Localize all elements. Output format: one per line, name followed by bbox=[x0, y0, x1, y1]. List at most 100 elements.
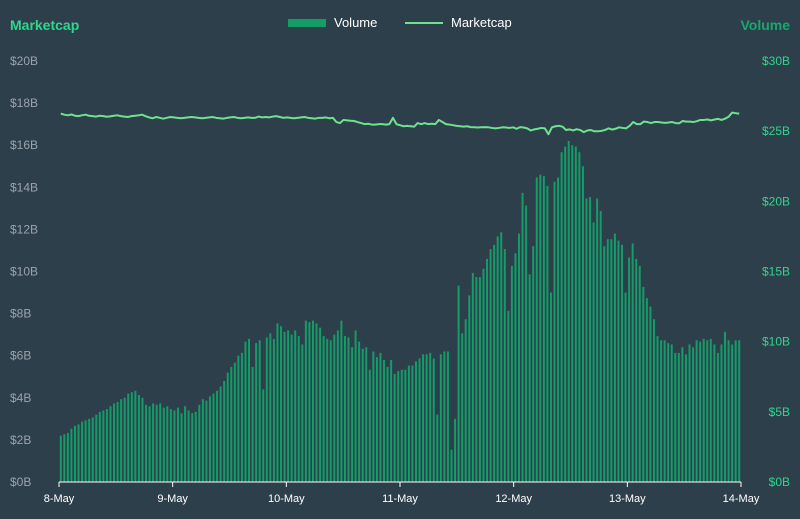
volume-bar bbox=[130, 392, 133, 482]
volume-bar bbox=[400, 369, 403, 482]
volume-bar bbox=[375, 357, 378, 482]
volume-bar bbox=[365, 347, 368, 482]
volume-bar bbox=[304, 320, 307, 482]
legend-item-marketcap[interactable]: Marketcap bbox=[405, 15, 512, 30]
x-tick-label: 12-May bbox=[495, 493, 532, 505]
volume-bar bbox=[603, 246, 606, 482]
volume-bar bbox=[390, 359, 393, 482]
volume-bar bbox=[411, 365, 414, 482]
volume-bar bbox=[248, 338, 251, 482]
volume-bar bbox=[539, 174, 542, 483]
volume-bar bbox=[198, 404, 201, 482]
volume-bar bbox=[169, 409, 172, 482]
left-tick-label: $18B bbox=[10, 96, 38, 110]
volume-bar bbox=[98, 411, 101, 482]
volume-bar bbox=[290, 334, 293, 482]
volume-bar bbox=[528, 274, 531, 482]
volume-bar bbox=[578, 152, 581, 482]
volume-bar bbox=[336, 330, 339, 482]
volume-bar bbox=[88, 418, 91, 482]
volume-bar bbox=[283, 331, 286, 482]
right-axis-title: Volume bbox=[740, 17, 790, 33]
volume-bar bbox=[315, 323, 318, 482]
left-tick-label: $12B bbox=[10, 222, 38, 236]
volume-bar bbox=[152, 403, 155, 482]
volume-bar bbox=[415, 361, 417, 482]
volume-bar bbox=[233, 362, 236, 482]
volume-bar bbox=[84, 420, 87, 482]
volume-bar bbox=[478, 277, 481, 482]
volume-bar bbox=[269, 333, 272, 482]
volume-bar bbox=[660, 340, 663, 482]
volume-bar bbox=[514, 253, 517, 482]
volume-bar bbox=[688, 344, 691, 482]
volume-bar bbox=[599, 211, 602, 482]
left-tick-label: $10B bbox=[10, 265, 38, 279]
volume-bar bbox=[624, 292, 627, 482]
volume-bar bbox=[137, 394, 140, 482]
legend-item-volume[interactable]: Volume bbox=[288, 15, 377, 30]
volume-bar bbox=[404, 369, 407, 482]
volume-bar bbox=[74, 425, 76, 482]
volume-bar bbox=[425, 354, 428, 482]
volume-bar bbox=[482, 268, 485, 482]
volume-bar bbox=[610, 239, 613, 482]
volume-bar bbox=[347, 337, 350, 482]
volume-bar bbox=[727, 340, 730, 482]
right-tick-label: $15B bbox=[762, 265, 790, 279]
volume-bar bbox=[265, 337, 268, 482]
volume-bar bbox=[226, 372, 229, 482]
volume-bar bbox=[109, 406, 112, 482]
volume-bar bbox=[677, 352, 680, 482]
volume-bar bbox=[166, 406, 169, 482]
volume-bar bbox=[155, 404, 158, 482]
volume-bar bbox=[670, 344, 673, 482]
volume-bar bbox=[280, 326, 282, 482]
volume-bar bbox=[201, 399, 204, 482]
volume-bar bbox=[216, 390, 219, 482]
volume-bar bbox=[432, 358, 435, 482]
volume-bar bbox=[532, 246, 535, 482]
volume-bar bbox=[134, 390, 137, 482]
marketcap-line bbox=[60, 111, 740, 136]
volume-bar bbox=[546, 185, 549, 482]
volume-bar bbox=[468, 295, 471, 482]
volume-bar bbox=[205, 400, 208, 482]
volume-bar bbox=[308, 322, 311, 482]
volume-bar bbox=[422, 354, 425, 482]
volume-bar bbox=[148, 406, 151, 482]
volume-bar bbox=[194, 411, 197, 482]
volume-bar bbox=[393, 373, 396, 482]
volume-bar bbox=[663, 340, 666, 482]
volume-bar bbox=[127, 393, 130, 482]
volume-bar bbox=[471, 272, 474, 482]
volume-bar bbox=[731, 344, 734, 482]
volume-bar bbox=[724, 331, 726, 482]
volume-bar bbox=[692, 347, 695, 482]
volume-bar bbox=[326, 338, 329, 482]
volume-bar bbox=[436, 414, 439, 482]
x-tick-label: 8-May bbox=[44, 493, 75, 505]
volume-bar bbox=[439, 354, 442, 482]
volume-bar bbox=[461, 333, 464, 482]
volume-bar bbox=[105, 409, 108, 482]
volume-bar bbox=[631, 243, 634, 482]
right-tick-label: $10B bbox=[762, 335, 790, 349]
volume-bar bbox=[255, 343, 258, 482]
volume-bar bbox=[518, 233, 520, 482]
volume-bar bbox=[287, 330, 290, 482]
volume-bar bbox=[699, 341, 702, 482]
legend-swatch-volume bbox=[288, 19, 326, 27]
volume-bar bbox=[510, 265, 513, 482]
volume-bar bbox=[240, 352, 243, 482]
volume-bar bbox=[507, 310, 510, 482]
volume-bar bbox=[574, 146, 577, 482]
volume-bar bbox=[361, 348, 364, 482]
volume-bar bbox=[368, 369, 371, 482]
volume-bar bbox=[642, 286, 645, 482]
left-axis-title: Marketcap bbox=[10, 17, 79, 33]
volume-bar bbox=[734, 340, 737, 482]
marketcap-line-layer bbox=[60, 111, 740, 136]
volume-bars bbox=[59, 140, 741, 483]
x-tick-label: 13-May bbox=[609, 493, 646, 505]
